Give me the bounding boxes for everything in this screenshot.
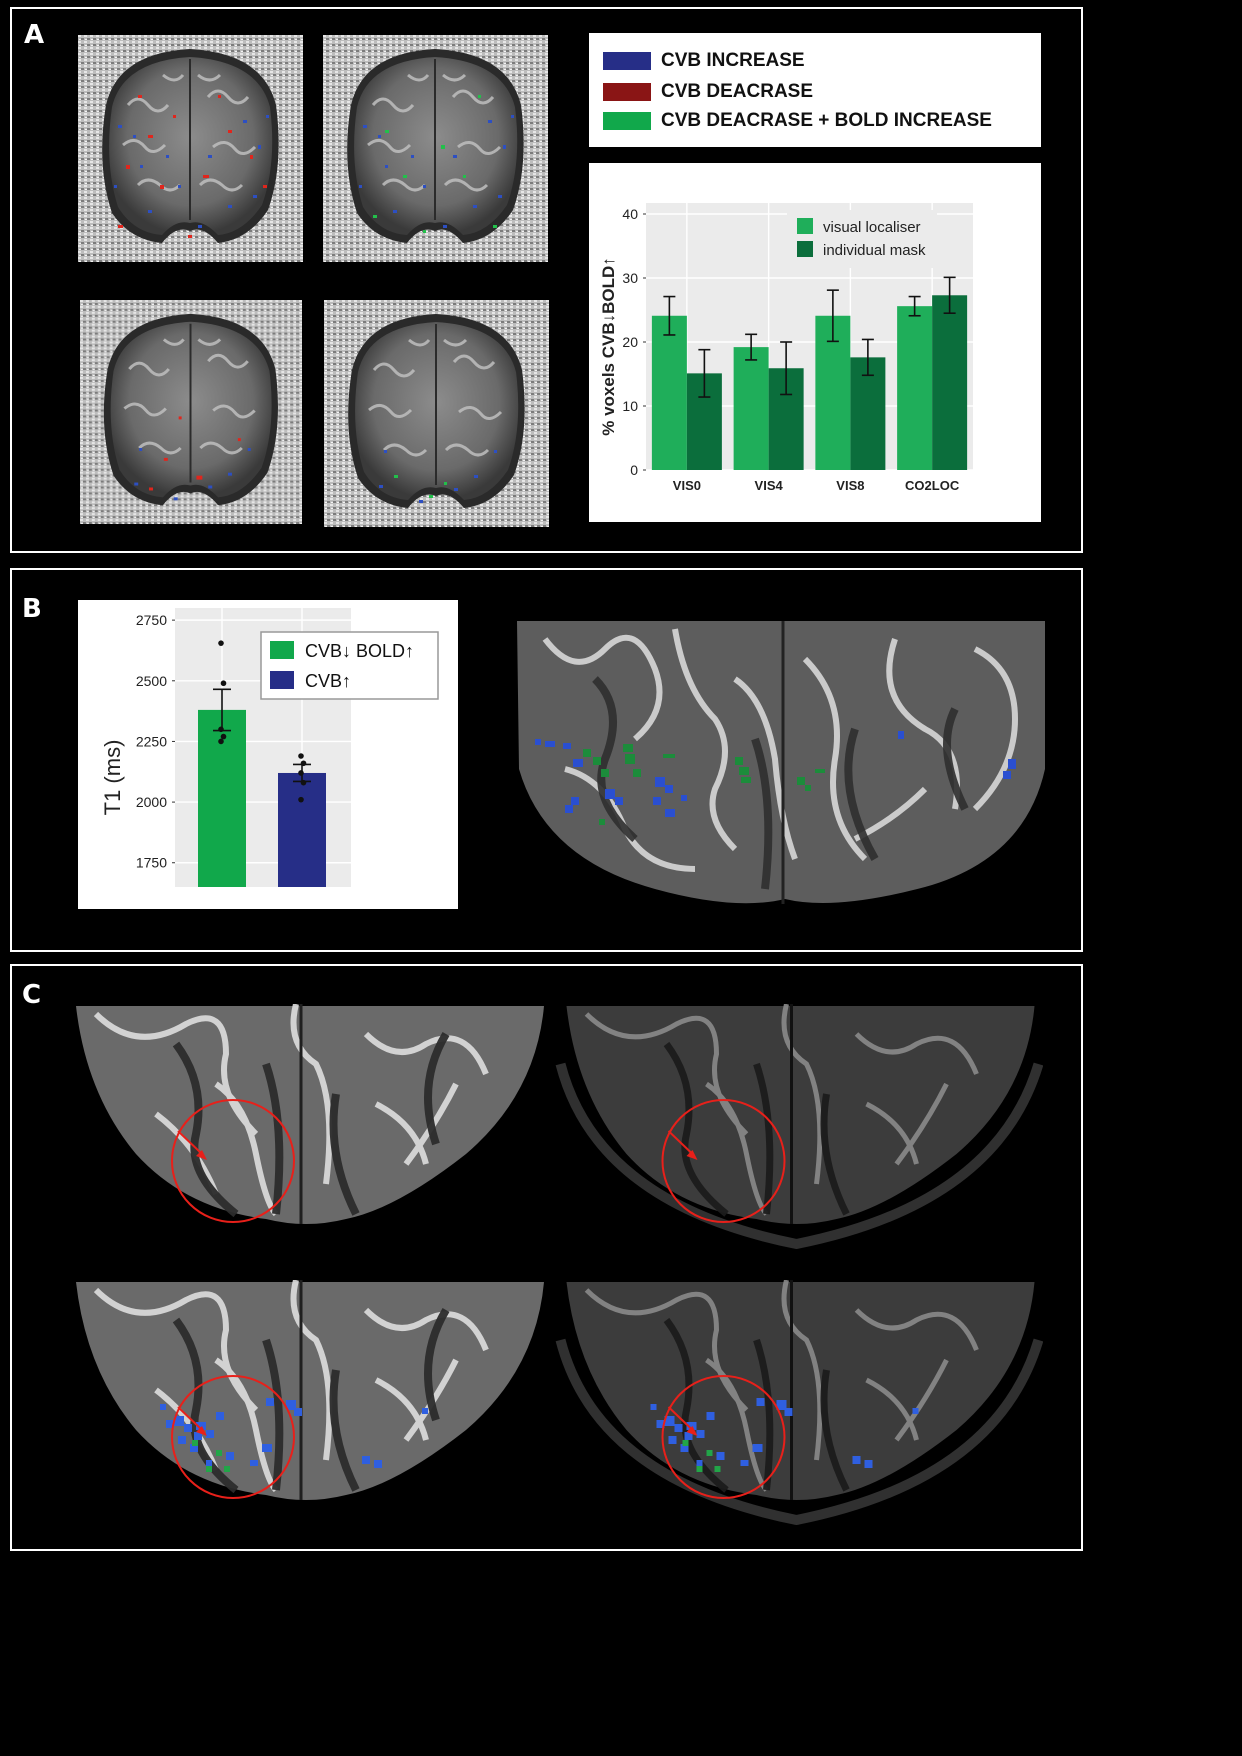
- legend-label: CVB INCREASE: [661, 50, 805, 71]
- brain-slice-a1: [78, 35, 303, 262]
- chart-legend: CVB↓ BOLD↑ CVB↑: [260, 631, 439, 700]
- brain-slice-a3: [80, 300, 302, 524]
- y-tick-label: 30: [622, 270, 638, 286]
- y-tick-label: 0: [630, 462, 638, 478]
- data-point: [300, 760, 307, 767]
- data-point: [300, 779, 307, 786]
- x-tick-label: VIS4: [755, 478, 784, 493]
- data-point: [298, 796, 304, 803]
- chart-legend: visual localiser individual mask: [787, 210, 937, 268]
- bar: [733, 347, 769, 470]
- axial-brain-c1: [66, 1004, 551, 1249]
- t1-chart-svg: 1750 2000 2250 2500 2750 CVB↓ BOLD↑ CVB↑ T1 (ms…: [100, 608, 439, 887]
- legend-swatch-blue: [603, 52, 651, 70]
- y-tick-label: 1750: [136, 855, 167, 871]
- y-tick-label: 10: [622, 398, 638, 414]
- legend-swatch: [270, 671, 294, 689]
- panel-a: [10, 7, 1083, 553]
- axial-brain-c4: [555, 1280, 1043, 1525]
- x-tick-label: VIS8: [836, 478, 864, 493]
- y-tick-label: 2500: [136, 673, 167, 689]
- legend-item-cvb-increase: CVB INCREASE: [603, 50, 805, 72]
- y-tick-label: 2250: [136, 733, 167, 749]
- legend-label: CVB↑: [305, 671, 351, 691]
- panel-b: [10, 568, 1083, 952]
- y-axis-label: T1 (ms): [100, 740, 125, 816]
- legend-swatch: [797, 241, 813, 257]
- axial-brain-c3: [66, 1280, 551, 1525]
- legend-swatch-green: [603, 112, 651, 130]
- data-point: [220, 680, 227, 687]
- x-tick-label: VIS0: [673, 478, 701, 493]
- t1-chart: 1750 2000 2250 2500 2750 CVB↓ BOLD↑ CVB↑ T1 (ms…: [78, 600, 458, 909]
- legend-label: CVB↓ BOLD↑: [305, 641, 414, 661]
- legend-item-cvb-decrease: CVB DEACRASE: [603, 81, 813, 103]
- axial-brain-c2: [555, 1004, 1043, 1249]
- bar: [897, 306, 933, 470]
- y-axis-label: % voxels CVB↓BOLD↑: [599, 257, 618, 436]
- panel-c-label: C: [22, 980, 42, 1010]
- panel-a-label: A: [24, 20, 45, 50]
- data-point: [298, 753, 304, 759]
- y-tick-label: 2000: [136, 794, 167, 810]
- panel-c: [10, 964, 1083, 1551]
- data-point: [218, 738, 224, 745]
- legend-label: CVB DEACRASE: [661, 81, 814, 102]
- voxel-percent-chart-svg: 0 10 20 30 40 VIS0 VIS4 VIS8 CO2LOC visual locali…: [599, 203, 973, 493]
- y-tick-label: 2750: [136, 612, 167, 628]
- axial-brain-overlay-b: [505, 619, 1056, 909]
- voxel-percent-chart: 0 10 20 30 40 VIS0 VIS4 VIS8 CO2LOC visual locali…: [589, 163, 1041, 522]
- data-point: [218, 640, 224, 646]
- legend-item-cvb-decrease-bold-increase: CVB DEACRASE + BOLD INCREASE: [603, 110, 992, 132]
- legend-swatch: [797, 218, 813, 234]
- bar: [278, 772, 326, 887]
- bar: [651, 315, 687, 470]
- brain-slice-a2: [322, 35, 549, 262]
- panel-b-label: B: [22, 594, 42, 624]
- legend-swatch: [270, 641, 294, 659]
- data-point: [298, 770, 304, 776]
- data-point: [218, 726, 224, 733]
- cvb-legend: CVB INCREASE CVB DEACRASE CVB DEACRASE +…: [589, 33, 1041, 147]
- legend-label: individual mask: [823, 242, 926, 259]
- x-tick-label: CO2LOC: [905, 478, 960, 493]
- data-point: [220, 733, 227, 740]
- bar: [932, 295, 968, 470]
- legend-swatch-red: [603, 83, 651, 101]
- y-tick-label: 20: [622, 334, 638, 350]
- brain-slice-a4: [324, 300, 549, 527]
- y-tick-label: 40: [622, 206, 638, 222]
- legend-label: CVB DEACRASE + BOLD INCREASE: [661, 110, 992, 131]
- legend-label: visual localiser: [823, 219, 921, 236]
- bar: [850, 357, 886, 470]
